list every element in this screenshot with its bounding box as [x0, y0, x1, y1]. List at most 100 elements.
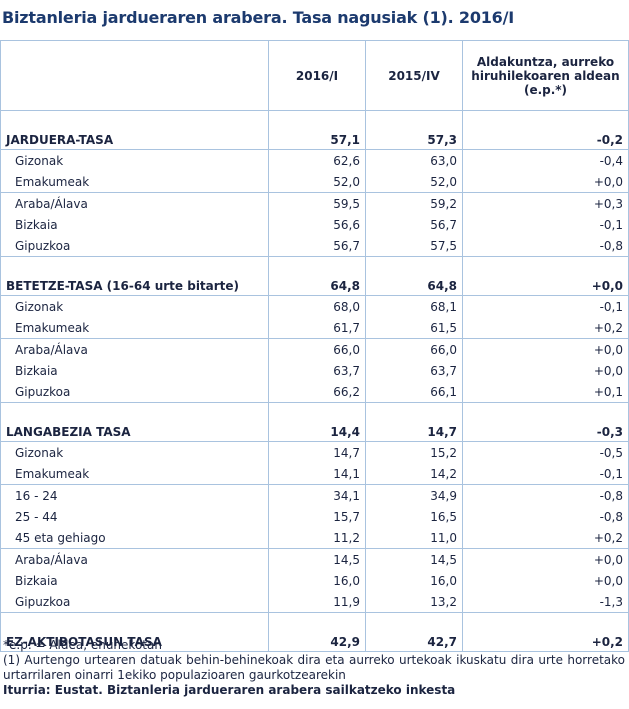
cell-value: +0,2 [462, 527, 629, 549]
cell-value: 66,2 [268, 381, 366, 403]
cell-value: -1,3 [462, 591, 629, 613]
cell-value: +0,0 [462, 548, 629, 570]
cell-value: 14,2 [365, 463, 463, 485]
cell-value: +0,0 [462, 570, 629, 591]
cell-value: 34,9 [365, 484, 463, 506]
cell-value: 15,7 [268, 506, 366, 527]
cell-value: 15,2 [365, 441, 463, 463]
cell-value: 59,5 [268, 192, 366, 214]
row-label: BETETZE-TASA (16-64 urte bitarte) [0, 256, 269, 296]
row-label: EZ-AKTIBOTASUN TASA [0, 612, 269, 652]
cell-value: 14,5 [268, 548, 366, 570]
cell-value: 64,8 [365, 256, 463, 296]
note: (1) Aurtengo urtearen datuak behin-behin… [3, 653, 625, 682]
cell-value: -0,1 [462, 214, 629, 235]
cell-value: 16,0 [268, 570, 366, 591]
row-label: Gizonak [0, 441, 269, 463]
row-label: 25 - 44 [0, 506, 269, 527]
row-label: Bizkaia [0, 570, 269, 591]
cell-value: +0,0 [462, 171, 629, 193]
table-row: BETETZE-TASA (16-64 urte bitarte) 64,8 64,… [0, 256, 629, 296]
row-label: Bizkaia [0, 360, 269, 381]
table-body: JARDUERA-TASA 57,1 57,3 -0,2 Gizonak 62,6 63,0… [0, 110, 629, 652]
cell-value: +0,1 [462, 381, 629, 403]
cell-value: 14,1 [268, 463, 366, 485]
cell-value: 14,4 [268, 402, 366, 442]
table-row: 45 eta gehiago 11,2 11,0 +0,2 [0, 527, 629, 549]
cell-value: 62,6 [268, 149, 366, 171]
row-label: Gizonak [0, 295, 269, 317]
header-row: 2016/I 2015/IV Aldakuntza, aurreko hiruhi… [0, 40, 629, 111]
table-row: Bizkaia 63,7 63,7 +0,0 [0, 360, 629, 381]
cell-value: 61,5 [365, 317, 463, 339]
cell-value: 57,5 [365, 235, 463, 257]
cell-value: -0,2 [462, 110, 629, 150]
cell-value: 14,7 [268, 441, 366, 463]
cell-value: 63,7 [365, 360, 463, 381]
cell-value: 14,5 [365, 548, 463, 570]
cell-value: -0,1 [462, 463, 629, 485]
cell-value: -0,5 [462, 441, 629, 463]
cell-value: 16,5 [365, 506, 463, 527]
cell-value: +0,2 [462, 317, 629, 339]
row-label: Gipuzkoa [0, 235, 269, 257]
cell-value: 14,7 [365, 402, 463, 442]
cell-value: 42,7 [365, 612, 463, 652]
cell-value: -0,4 [462, 149, 629, 171]
table-row: Emakumeak 61,7 61,5 +0,2 [0, 317, 629, 339]
cell-value: 56,7 [268, 235, 366, 257]
cell-value: 11,2 [268, 527, 366, 549]
cell-value: -0,8 [462, 235, 629, 257]
row-label: 45 eta gehiago [0, 527, 269, 549]
table-row: EZ-AKTIBOTASUN TASA 42,9 42,7 +0,2 [0, 612, 629, 652]
row-label: Emakumeak [0, 317, 269, 339]
cell-value: 68,0 [268, 295, 366, 317]
row-label: JARDUERA-TASA [0, 110, 269, 150]
cell-value: 61,7 [268, 317, 366, 339]
row-label: Araba/Álava [0, 338, 269, 360]
cell-value: 68,1 [365, 295, 463, 317]
row-label: Araba/Álava [0, 548, 269, 570]
header-line: (e.p.*) [523, 82, 568, 97]
cell-value: -0,1 [462, 295, 629, 317]
source: Iturria: Eustat. Biztanleria jardueraren… [3, 683, 456, 697]
table-row: Bizkaia 56,6 56,7 -0,1 [0, 214, 629, 235]
table-row: Araba/Álava 59,5 59,2 +0,3 [0, 192, 629, 214]
header-line: Aldakuntza, aurreko [476, 54, 615, 69]
table-row: LANGABEZIA TASA 14,4 14,7 -0,3 [0, 402, 629, 442]
table-row: Gizonak 14,7 15,2 -0,5 [0, 441, 629, 463]
table: 2016/I 2015/IV Aldakuntza, aurreko hiruhi… [0, 40, 629, 652]
row-label: Araba/Álava [0, 192, 269, 214]
cell-value: -0,8 [462, 506, 629, 527]
cell-value: 57,1 [268, 110, 366, 150]
table-row: Araba/Álava 14,5 14,5 +0,0 [0, 548, 629, 570]
table-row: Gipuzkoa 11,9 13,2 -1,3 [0, 591, 629, 613]
note: *e.p. = Aldea, ehunekotan [3, 638, 162, 652]
row-label: Emakumeak [0, 171, 269, 193]
row-label: Emakumeak [0, 463, 269, 485]
row-label: Bizkaia [0, 214, 269, 235]
cell-value: 56,7 [365, 214, 463, 235]
cell-value: 16,0 [365, 570, 463, 591]
cell-value: +0,0 [462, 360, 629, 381]
table-row: 16 - 24 34,1 34,9 -0,8 [0, 484, 629, 506]
cell-value: 11,9 [268, 591, 366, 613]
row-label: LANGABEZIA TASA [0, 402, 269, 442]
cell-value: -0,3 [462, 402, 629, 442]
cell-value: +0,3 [462, 192, 629, 214]
table-row: Araba/Álava 66,0 66,0 +0,0 [0, 338, 629, 360]
table-row: Emakumeak 52,0 52,0 +0,0 [0, 171, 629, 193]
table-row: Gipuzkoa 66,2 66,1 +0,1 [0, 381, 629, 403]
header-cell: Aldakuntza, aurreko hiruhilekoaren aldean… [462, 40, 629, 111]
header-blank [0, 40, 269, 111]
table-row: Gipuzkoa 56,7 57,5 -0,8 [0, 235, 629, 257]
cell-value: 11,0 [365, 527, 463, 549]
table-row: JARDUERA-TASA 57,1 57,3 -0,2 [0, 110, 629, 150]
cell-value: -0,8 [462, 484, 629, 506]
footer: *e.p. = Aldea, ehunekotan (1) Aurtengo u… [3, 638, 625, 698]
table-row: Emakumeak 14,1 14,2 -0,1 [0, 463, 629, 485]
row-label: Gizonak [0, 149, 269, 171]
table-row: Gizonak 68,0 68,1 -0,1 [0, 295, 629, 317]
table-row: 25 - 44 15,7 16,5 -0,8 [0, 506, 629, 527]
